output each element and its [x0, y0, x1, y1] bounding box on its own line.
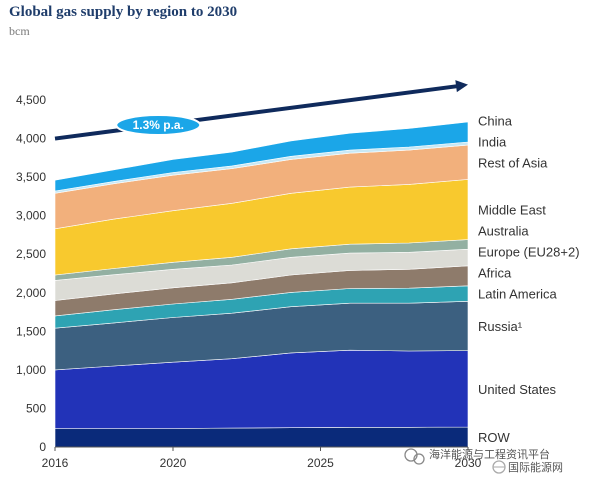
x-tick-label: 2030	[455, 456, 482, 470]
legend-label-china: China	[478, 113, 513, 128]
legend-label-row: ROW	[478, 430, 511, 445]
axes-layer: 0 500 1,000 1,500 2,000 2,500 3,000 3,500 4,000 4…	[16, 93, 482, 470]
legend-label-russia: Russia¹	[478, 319, 523, 334]
y-tick-label: 2,500	[16, 247, 46, 261]
legend-layer: ROW United States Russia¹ Latin America Afri…	[478, 113, 580, 445]
legend-label-middle-east: Middle East	[478, 203, 546, 218]
chart-title: Global gas supply by region to 2030	[9, 4, 238, 20]
y-tick-label: 1,000	[16, 363, 46, 377]
chart-subtitle: bcm	[9, 24, 30, 38]
y-tick-label: 4,000	[16, 132, 46, 146]
watermark: 海洋能源与工程资讯平台 国际能源网	[404, 447, 563, 474]
trend-layer: 1.3% p.a.	[54, 80, 468, 141]
watermark-text-2: 国际能源网	[508, 460, 563, 474]
y-tick-label: 1,500	[16, 324, 46, 338]
area-row	[54, 426, 469, 448]
legend-label-united-states: United States	[478, 382, 557, 397]
trend-arrow-head	[455, 80, 468, 93]
y-tick-label: 2,000	[16, 286, 46, 300]
wechat-icon	[404, 448, 425, 465]
globe-icon	[492, 460, 506, 474]
x-tick-label: 2025	[307, 456, 334, 470]
x-tick-label: 2020	[160, 456, 187, 470]
y-tick-label: 4,500	[16, 93, 46, 107]
area-china	[54, 121, 469, 192]
legend-label-india: India	[478, 134, 507, 149]
legend-label-australia: Australia	[478, 224, 529, 239]
legend-label-africa: Africa	[478, 266, 512, 281]
legend-label-europe-eu28-2: Europe (EU28+2)	[478, 245, 580, 260]
y-tick-label: 0	[39, 440, 46, 454]
growth-callout-label: 1.3% p.a.	[133, 118, 184, 132]
watermark-text-1: 海洋能源与工程资讯平台	[429, 447, 550, 461]
y-tick-label: 3,500	[16, 170, 46, 184]
x-tick-label: 2016	[42, 456, 69, 470]
area-layer	[54, 121, 469, 448]
growth-callout-bubble	[115, 114, 202, 137]
legend-label-rest-of-asia: Rest of Asia	[478, 155, 548, 170]
y-tick-label: 500	[26, 401, 46, 415]
y-tick-label: 3,000	[16, 209, 46, 223]
legend-label-latin-america: Latin America	[478, 287, 558, 302]
